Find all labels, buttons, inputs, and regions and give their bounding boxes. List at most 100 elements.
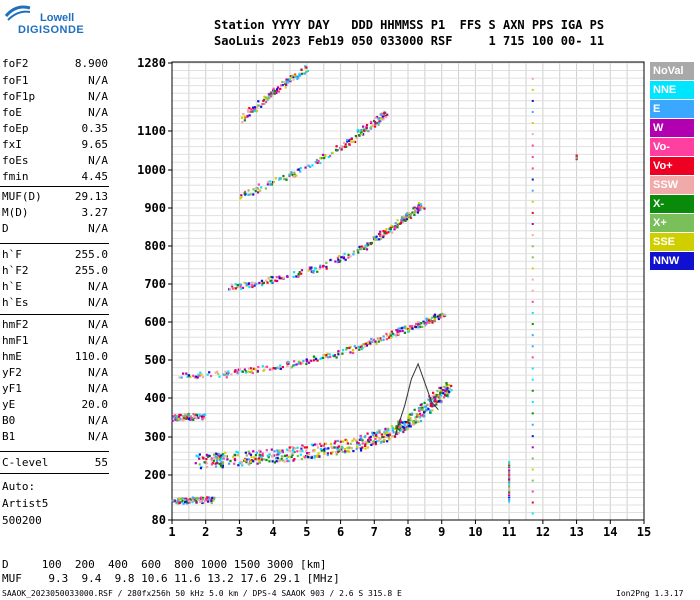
trace-point [358, 446, 361, 449]
trace-point [184, 501, 187, 504]
trace-point [396, 329, 399, 332]
trace-point [254, 187, 258, 190]
trace-point [371, 433, 374, 436]
streak-point [531, 300, 534, 303]
streak-point [508, 486, 511, 489]
vertical-streak [575, 154, 578, 161]
trace-point [265, 365, 269, 368]
param-hmf2: hmF2 N/A [2, 318, 108, 332]
trace-point [419, 414, 423, 417]
trace-point [399, 419, 402, 422]
legend-item-vo: Vo- [650, 138, 694, 156]
trace-point [319, 157, 322, 160]
trace-point [313, 455, 316, 458]
param-hme: hmE 110.0 [2, 350, 108, 364]
trace-point [299, 453, 302, 456]
trace-point [427, 317, 430, 321]
trace-point [403, 326, 406, 329]
trace-point [268, 460, 271, 463]
trace-point [229, 459, 232, 463]
trace-point [318, 442, 322, 445]
trace-point [289, 173, 292, 176]
trace-point [268, 368, 272, 371]
trace-point [402, 216, 405, 220]
trace-point [305, 360, 309, 363]
trace-point [350, 446, 353, 450]
trace-point [177, 500, 180, 504]
trace-point [342, 349, 345, 352]
trace-point [209, 374, 213, 378]
trace-point [420, 206, 423, 210]
trace-point [436, 400, 439, 404]
legend-item-ssw: SSW [650, 176, 694, 194]
trace-point [333, 446, 336, 449]
trace-point [417, 201, 421, 205]
trace-point [277, 460, 280, 463]
trace-point [186, 375, 189, 378]
trace-point [426, 403, 429, 406]
trace-point [219, 459, 222, 462]
trace-point [305, 446, 309, 449]
trace-point [443, 386, 447, 389]
trace-point [289, 75, 292, 78]
trace-point [322, 444, 325, 447]
trace-point [409, 419, 412, 422]
trace-point [364, 440, 367, 443]
trace-point [436, 389, 439, 393]
trace-point [262, 369, 265, 372]
y-tick-label: 900 [144, 201, 166, 215]
trace-point [265, 458, 268, 462]
param-key: D [2, 222, 9, 235]
trace-point [444, 393, 447, 397]
param-fmin: fmin 4.45 [2, 170, 108, 184]
trace-point [260, 105, 263, 108]
trace-point [325, 355, 328, 358]
trace-point [391, 426, 394, 430]
trace-point [371, 431, 374, 434]
trace-point [361, 439, 364, 442]
trace-point [412, 420, 415, 423]
trace-point [226, 373, 229, 376]
trace-point [374, 116, 377, 119]
trace-point [379, 440, 383, 444]
trace-point [365, 129, 368, 132]
trace-point [191, 496, 194, 499]
trace-point [187, 414, 190, 417]
trace-point [249, 460, 253, 463]
streak-point [508, 493, 511, 495]
trace-point [312, 355, 316, 358]
trace-point [178, 415, 181, 419]
trace-point [267, 95, 270, 98]
streak-point [531, 311, 534, 314]
trace-point [377, 340, 380, 343]
trace-point [250, 284, 253, 287]
trace-point [346, 446, 349, 449]
trace-point [390, 224, 393, 228]
trace-point [412, 421, 415, 424]
trace-point [335, 145, 338, 148]
trace-point [211, 462, 214, 465]
trace-point [382, 435, 385, 439]
trace-point [252, 193, 255, 196]
trace-point [317, 159, 320, 163]
trace-point [291, 452, 294, 455]
param-key: foEs [2, 154, 29, 167]
trace-point [379, 438, 382, 441]
trace-point [374, 437, 377, 441]
trace-point [270, 368, 274, 371]
trace-point [359, 449, 363, 452]
trace-point [350, 137, 353, 141]
legend-item-vo: Vo+ [650, 157, 694, 175]
trace-point [196, 376, 199, 379]
trace-point [198, 413, 201, 416]
trace-point [385, 338, 388, 341]
param-key: foEp [2, 122, 29, 135]
trace-point [275, 91, 278, 95]
trace-point [381, 115, 384, 118]
trace-point [214, 465, 218, 468]
trace-point [402, 430, 405, 434]
trace-point [433, 393, 436, 397]
y-tick-label: 300 [144, 430, 166, 444]
streak-point [508, 501, 511, 504]
